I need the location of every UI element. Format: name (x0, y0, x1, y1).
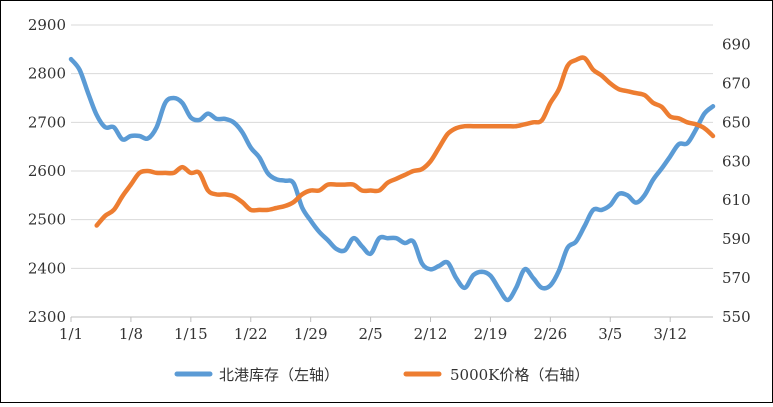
series-line-2 (94, 55, 716, 228)
legend-label-2: 5000K价格（右轴） (450, 366, 589, 384)
right-tick-label: 650 (722, 113, 751, 131)
x-tick-label: 1/29 (294, 325, 328, 343)
left-axis-ticks: 2300 2400 2500 2600 2700 2800 2900 (28, 16, 66, 326)
right-tick-label: 690 (722, 35, 751, 53)
x-tick-label: 2/12 (414, 325, 448, 343)
x-tick-label: 1/8 (119, 325, 143, 343)
left-tick-label: 2800 (28, 65, 66, 83)
x-tick-label: 3/12 (653, 325, 687, 343)
series-lines (68, 55, 716, 303)
left-tick-label: 2900 (28, 16, 66, 34)
x-tick-label: 1/15 (174, 325, 208, 343)
gridlines (71, 24, 713, 269)
left-tick-label: 2400 (28, 259, 66, 277)
left-tick-label: 2600 (28, 162, 66, 180)
x-tick-label: 2/5 (359, 325, 383, 343)
x-tick-label: 2/26 (534, 325, 568, 343)
axes (70, 316, 713, 322)
right-tick-label: 570 (722, 269, 751, 287)
left-tick-label: 2700 (28, 113, 66, 131)
left-tick-label: 2500 (28, 211, 66, 229)
right-tick-label: 610 (722, 191, 751, 209)
right-tick-label: 630 (722, 152, 751, 170)
left-tick-label: 2300 (28, 308, 66, 326)
x-axis-ticks: 1/1 1/8 1/15 1/22 1/29 2/5 2/12 2/19 2/26 3/5 3/12 (59, 325, 687, 343)
right-tick-label: 670 (722, 74, 751, 92)
right-axis-ticks: 550 570 590 610 630 650 670 690 (722, 35, 751, 326)
right-tick-label: 550 (722, 308, 751, 326)
x-tick-label: 3/5 (598, 325, 622, 343)
x-tick-label: 1/22 (234, 325, 268, 343)
series-line-1 (68, 56, 716, 303)
legend-label-1: 北港库存（左轴） (219, 366, 339, 384)
x-tick-label: 1/1 (59, 325, 83, 343)
right-tick-label: 590 (722, 230, 751, 248)
legend: 北港库存（左轴） 5000K价格（右轴） (174, 366, 589, 384)
x-tick-label: 2/19 (474, 325, 508, 343)
